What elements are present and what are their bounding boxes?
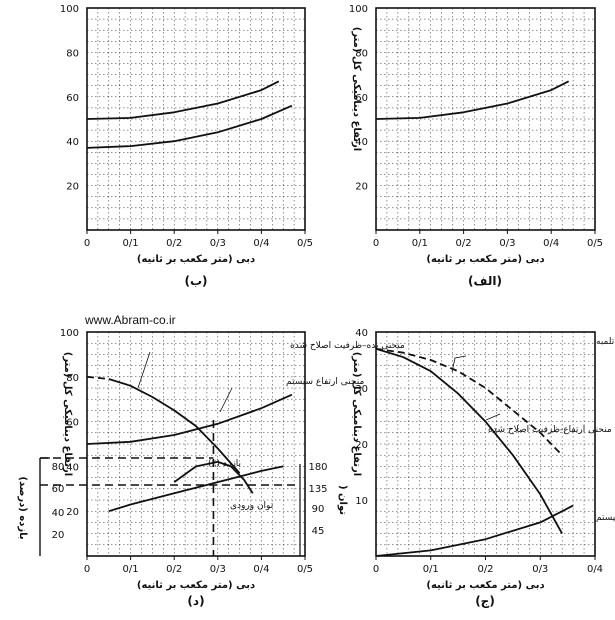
annotation-efficiency: بازده (٪) xyxy=(208,459,241,469)
efficiency-tick-label: 20 xyxy=(52,530,65,541)
series-line xyxy=(375,504,574,557)
power-tick-label: 90 xyxy=(312,504,325,515)
annotation-modified-curve: منحنی بده–ظرفیت اصلاح شده xyxy=(290,341,405,351)
y-tick-label: 20 xyxy=(355,440,368,451)
efficiency-tick-label: 80 xyxy=(52,462,65,473)
y-tick-label: 20 xyxy=(66,182,79,193)
x-tick-label: 0/2 xyxy=(166,238,182,249)
x-tick-label: 0/3 xyxy=(210,238,226,249)
y-tick-label: 80 xyxy=(66,48,79,59)
x-axis-label: دبی (متر مکعب بر ثانیه) xyxy=(137,254,255,265)
x-tick-label: 0 xyxy=(373,564,379,575)
leader-line xyxy=(451,355,467,373)
y-tick-label: 60 xyxy=(66,418,79,429)
y-axis-label: ارتفاع دینامیکی کل (متر) xyxy=(351,27,362,151)
y-tick-label: 20 xyxy=(66,507,79,518)
y-tick-label: 80 xyxy=(66,373,79,384)
y-axis-label: ارتفاع دینامیکی کل (متر) xyxy=(351,352,362,476)
y-tick-label: 10 xyxy=(355,496,368,507)
power-tick-label: 180 xyxy=(308,462,327,473)
x-tick-label: 0/4 xyxy=(253,564,269,575)
annotation-pump-curve: منحنی ارتفاع-ظرفیت تلمبه xyxy=(596,337,615,347)
x-axis-label: دبی (متر مکعب بر ثانیه) xyxy=(137,580,255,591)
panel-label: (الف) xyxy=(468,274,502,288)
series-line xyxy=(86,80,280,120)
chart-panel-b: 0 0/1 0/2 0/3 0/4 0/5 20 40 60 80 100 دبی (متر مکعب… xyxy=(60,4,313,288)
x-tick-label: 0/1 xyxy=(412,238,428,249)
chart-panel-j: 0 0/1 0/2 0/3 0/4 10 20 30 40 دبی (متر مکعب بر ثا… xyxy=(351,328,615,608)
leader-line xyxy=(137,351,151,389)
x-tick-label: 0/2 xyxy=(166,564,182,575)
power-axis-label: توان ( xyxy=(337,485,348,515)
y-tick-label: 100 xyxy=(349,4,368,15)
series-line xyxy=(108,378,241,474)
chart-panel-alef: 0 0/1 0/2 0/3 0/4 0/5 20 40 60 80 100 دبی (متر مکعب… xyxy=(349,4,603,288)
efficiency-tick-label: 40 xyxy=(52,508,65,519)
x-tick-label: 0/3 xyxy=(499,238,515,249)
x-tick-label: 0/5 xyxy=(587,238,603,249)
x-tick-label: 0 xyxy=(84,564,90,575)
leader-line xyxy=(219,387,233,413)
x-tick-label: 0/4 xyxy=(543,238,559,249)
series-line xyxy=(173,460,254,494)
y-tick-label: 40 xyxy=(355,137,368,148)
y-tick-label: 40 xyxy=(66,137,79,148)
x-tick-label: 0/5 xyxy=(297,564,313,575)
panel-label: (ب) xyxy=(184,274,207,288)
y-axis-label: ارتفاع دینامیکی کل (متر) xyxy=(62,352,73,476)
x-axis-label: دبی (متر مکعب بر ثانیه) xyxy=(426,580,544,591)
leader-line xyxy=(485,413,501,421)
y-tick-label: 80 xyxy=(355,48,368,59)
series-line xyxy=(86,375,109,380)
y-tick-label: 60 xyxy=(355,93,368,104)
annotation-modified-curve: منحنی ارتفاع-ظرفیت اصلاح شده xyxy=(488,425,612,435)
x-tick-label: 0/2 xyxy=(477,564,493,575)
x-tick-label: 0/1 xyxy=(123,564,139,575)
annotation-system-curve: منحنی ارتفاع سیستم xyxy=(286,377,364,387)
x-tick-label: 0/4 xyxy=(587,564,603,575)
annotation-system-loss: افت ارتفاع سیستم xyxy=(596,513,615,523)
watermark-text: www.Abram-co.ir xyxy=(84,313,176,327)
x-tick-label: 0/3 xyxy=(210,564,226,575)
power-tick-label: 135 xyxy=(308,484,327,495)
y-tick-label: 40 xyxy=(66,462,79,473)
y-tick-label: 40 xyxy=(355,328,368,339)
x-tick-label: 0/1 xyxy=(423,564,439,575)
power-tick-label: 45 xyxy=(312,526,325,537)
x-tick-label: 0/2 xyxy=(456,238,472,249)
annotation-input-power: توان ورودی xyxy=(230,501,274,511)
y-tick-label: 60 xyxy=(66,93,79,104)
x-axis-label: دبی (متر مکعب بر ثانیه) xyxy=(426,254,544,265)
efficiency-tick-label: 60 xyxy=(52,484,65,495)
series-line xyxy=(86,104,293,149)
y-tick-label: 100 xyxy=(60,4,79,15)
y-tick-label: 30 xyxy=(355,384,368,395)
x-tick-label: 0/3 xyxy=(532,564,548,575)
x-tick-label: 0/4 xyxy=(253,238,269,249)
y-tick-label: 20 xyxy=(355,182,368,193)
series-line xyxy=(375,347,563,535)
series-line xyxy=(375,347,563,456)
x-tick-label: 0 xyxy=(373,238,379,249)
x-tick-label: 0/5 xyxy=(297,238,313,249)
x-tick-label: 0/1 xyxy=(123,238,139,249)
series-line xyxy=(108,465,284,513)
y-tick-label: 100 xyxy=(60,328,79,339)
panel-label: (د) xyxy=(187,594,204,608)
panel-label: (ج) xyxy=(475,594,495,608)
series-line xyxy=(86,393,293,445)
series-line xyxy=(375,80,570,120)
x-tick-label: 0 xyxy=(84,238,90,249)
efficiency-axis-label: بازده (درصد) xyxy=(17,476,28,539)
